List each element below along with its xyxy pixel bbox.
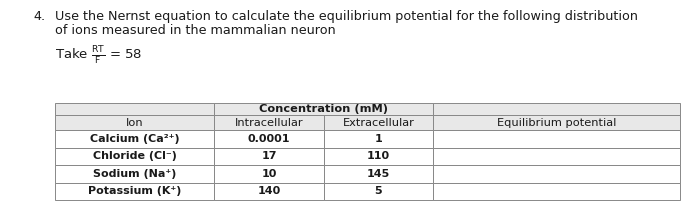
Bar (433, 103, 680, 115)
Bar (55, 130, 214, 148)
Bar (214, 165, 323, 183)
Text: Extracellular: Extracellular (342, 118, 414, 128)
Text: Take $\mathregular{\frac{RT}{F}}$ = 58: Take $\mathregular{\frac{RT}{F}}$ = 58 (55, 45, 143, 67)
Bar (433, 130, 680, 148)
Bar (214, 148, 323, 165)
Text: Calcium (Ca²⁺): Calcium (Ca²⁺) (90, 134, 179, 144)
Text: of ions measured in the mammalian neuron: of ions measured in the mammalian neuron (55, 24, 336, 37)
Bar (214, 115, 323, 130)
Text: Potassium (K⁺): Potassium (K⁺) (88, 186, 181, 196)
Bar (433, 148, 680, 165)
Text: Sodium (Na⁺): Sodium (Na⁺) (93, 169, 176, 179)
Bar (323, 165, 433, 183)
Text: 1: 1 (374, 134, 382, 144)
Text: 0.0001: 0.0001 (248, 134, 290, 144)
Bar (55, 183, 214, 200)
Bar (55, 165, 214, 183)
Text: 140: 140 (258, 186, 281, 196)
Bar (55, 148, 214, 165)
Bar (214, 130, 323, 148)
Bar (323, 130, 433, 148)
Text: Chloride (Cl⁻): Chloride (Cl⁻) (92, 151, 176, 161)
Bar (323, 115, 433, 130)
Text: Concentration (mM): Concentration (mM) (259, 104, 388, 114)
Text: Ion: Ion (126, 118, 144, 128)
Bar (214, 103, 433, 115)
Bar (433, 115, 680, 130)
Text: 4.: 4. (33, 10, 45, 23)
Text: 10: 10 (261, 169, 277, 179)
Bar (55, 115, 214, 130)
Bar (433, 165, 680, 183)
Bar (214, 183, 323, 200)
Text: 17: 17 (261, 151, 277, 161)
Bar (323, 148, 433, 165)
Text: Intracellular: Intracellular (234, 118, 303, 128)
Text: 145: 145 (367, 169, 390, 179)
Text: Use the Nernst equation to calculate the equilibrium potential for the following: Use the Nernst equation to calculate the… (55, 10, 638, 23)
Bar (55, 103, 214, 115)
Bar (323, 183, 433, 200)
Text: 110: 110 (367, 151, 390, 161)
Text: 5: 5 (374, 186, 382, 196)
Bar (433, 183, 680, 200)
Text: Equilibrium potential: Equilibrium potential (497, 118, 616, 128)
